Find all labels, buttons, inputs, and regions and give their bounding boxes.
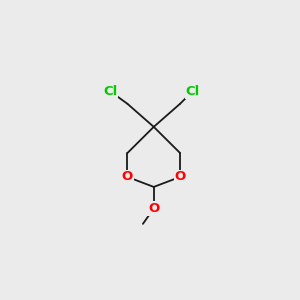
Text: O: O [122, 170, 133, 183]
Text: O: O [175, 170, 186, 183]
Text: O: O [148, 202, 159, 215]
Text: Cl: Cl [103, 85, 118, 98]
Text: Cl: Cl [185, 85, 200, 98]
